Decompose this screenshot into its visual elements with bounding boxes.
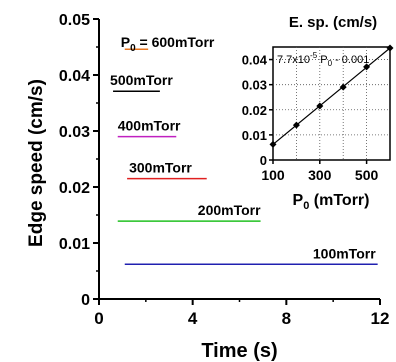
inset-fit-annotation: 7.7x10-5 P0 - 0.001 bbox=[277, 51, 369, 68]
series-label: 100mTorr bbox=[313, 245, 376, 261]
inset-x-tick-label: 100 bbox=[261, 167, 285, 183]
x-tick-label: 12 bbox=[371, 309, 390, 328]
inset-data-point bbox=[269, 140, 277, 148]
main-chart-axes: 0 0.01 0.02 0.03 0.04 0.05 0 4 8 12 Time (s) Edge s… bbox=[26, 12, 389, 362]
series-label: 400mTorr bbox=[118, 118, 181, 134]
inset-data-point bbox=[386, 44, 394, 52]
series-label: 500mTorr bbox=[110, 72, 173, 88]
x-tick-label: 4 bbox=[188, 309, 198, 328]
x-tick-label: 8 bbox=[282, 309, 291, 328]
y-tick-label: 0.03 bbox=[59, 124, 90, 141]
y-tick-label: 0.01 bbox=[59, 236, 90, 253]
inset-y-tick-label: 0.02 bbox=[242, 103, 267, 118]
inset-y-tick-label: 0 bbox=[260, 153, 267, 168]
series-label: 300mTorr bbox=[129, 160, 192, 176]
inset-y-tick-label: 0.01 bbox=[242, 128, 267, 143]
series-label: 200mTorr bbox=[198, 202, 261, 218]
inset-x-axis-title: P0 (mTorr) bbox=[293, 192, 370, 212]
main-chart-series bbox=[113, 48, 378, 266]
inset-data-point bbox=[316, 102, 324, 110]
y-tick-label: 0.04 bbox=[59, 68, 90, 85]
inset-fit-line bbox=[272, 47, 391, 145]
inset-x-tick-label: 300 bbox=[308, 167, 332, 183]
inset-title: E. sp. (cm/s) bbox=[289, 14, 377, 31]
inset-frame bbox=[272, 46, 391, 161]
y-tick-label: 0.02 bbox=[59, 180, 90, 197]
inset-data-point bbox=[363, 63, 371, 71]
y-tick-label: 0.05 bbox=[59, 12, 90, 29]
main-chart-series-labels: P0 = 600mTorr 500mTorr 400mTorr 300mTorr 200… bbox=[110, 34, 376, 261]
x-axis-title: Time (s) bbox=[201, 340, 277, 362]
inset-data-point bbox=[292, 121, 300, 129]
inset-chart: 0 0.01 0.02 0.03 0.04 100 300 500 E. sp. (cm/s) P… bbox=[242, 14, 394, 212]
y-axis-title: Edge speed (cm/s) bbox=[26, 79, 47, 247]
series-label: P0 = 600mTorr bbox=[121, 34, 215, 54]
inset-y-tick-label: 0.03 bbox=[242, 78, 267, 93]
x-tick-label: 0 bbox=[94, 309, 103, 328]
y-tick-label: 0 bbox=[81, 292, 90, 309]
inset-data-point bbox=[339, 83, 347, 91]
inset-y-tick-label: 0.04 bbox=[242, 53, 268, 68]
inset-x-tick-label: 500 bbox=[355, 167, 379, 183]
